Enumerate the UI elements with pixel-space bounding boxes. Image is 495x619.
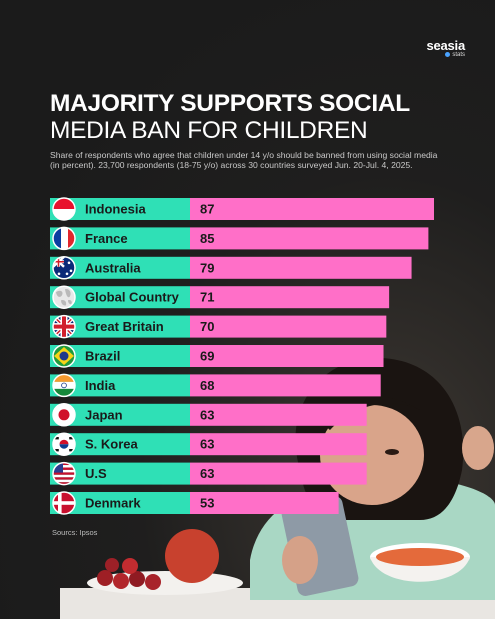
bowl-food	[376, 548, 464, 566]
category-label-bg	[50, 433, 190, 456]
chart-row-7: Japan 63	[50, 403, 367, 427]
globe-icon	[52, 285, 76, 309]
category-label-bg	[50, 286, 190, 309]
value-label: 69	[200, 349, 214, 364]
bar-france	[190, 227, 429, 250]
value-label: 85	[200, 231, 214, 246]
chart-row-6: India 68	[50, 373, 381, 398]
cherry-icon	[145, 574, 161, 590]
category-label-bg	[50, 492, 190, 514]
chart-row-1: France 85	[50, 226, 429, 251]
value-label: 87	[200, 202, 214, 217]
value-label: 68	[200, 378, 214, 393]
category-label: Australia	[85, 260, 141, 275]
value-label: 63	[200, 407, 214, 422]
category-label: Indonesia	[85, 202, 146, 217]
bar-denmark	[190, 492, 339, 514]
cherry-icon	[97, 570, 113, 586]
category-label-bg	[50, 345, 190, 367]
category-label: France	[85, 231, 128, 246]
brazil-flag-icon	[52, 344, 76, 368]
denmark-flag-icon	[52, 491, 76, 515]
category-label-bg	[50, 403, 190, 426]
india-flag-icon	[52, 373, 76, 398]
child-hand	[282, 536, 318, 584]
source-note: Sourcs: Ipsos	[52, 528, 98, 537]
chart-row-9: U.S 63	[50, 461, 367, 486]
australia-flag-icon	[52, 256, 76, 280]
japan-flag-icon	[52, 403, 76, 427]
category-label-bg	[50, 198, 190, 220]
child-eye	[385, 449, 399, 455]
usa-flag-icon	[52, 461, 76, 486]
brand-dot-icon	[445, 52, 451, 57]
france-flag-icon	[52, 226, 76, 251]
value-label: 63	[200, 437, 214, 452]
value-label: 63	[200, 466, 214, 481]
category-label-bg	[50, 315, 190, 338]
value-label: 71	[200, 290, 214, 305]
chart-row-2: Australia 79	[50, 256, 412, 280]
category-label: Brazil	[85, 349, 120, 364]
value-label: 70	[200, 319, 214, 334]
bar-global-country	[190, 286, 390, 309]
chart-row-10: Denmark 53	[50, 491, 339, 515]
chart-row-0: Indonesia 87	[50, 197, 434, 221]
apple-icon	[165, 529, 219, 583]
category-label: Japan	[85, 407, 123, 422]
korea-flag-icon	[52, 432, 76, 456]
category-label-bg	[50, 256, 190, 279]
value-label: 79	[200, 260, 214, 275]
bar-great-britain	[190, 315, 387, 338]
page-title-line-2: MEDIA BAN FOR CHILDREN	[50, 117, 368, 144]
category-label-bg	[50, 227, 190, 250]
bar-s-korea	[190, 433, 367, 456]
chart-row-3: Global Country 71	[50, 285, 390, 309]
cherry-icon	[129, 571, 145, 587]
category-label: Global Country	[85, 290, 180, 305]
bar-japan	[190, 403, 367, 426]
brand-logo: seasia stats	[426, 38, 465, 58]
category-label: Great Britain	[85, 319, 164, 334]
chart-row-8: S. Korea 63	[50, 432, 367, 456]
brand-sub: stats	[452, 52, 465, 59]
category-label: India	[85, 378, 116, 393]
chart-subtitle: Share of respondents who agree that chil…	[50, 150, 438, 171]
category-label-bg	[50, 374, 190, 397]
chart-row-4: Great Britain 70	[50, 314, 387, 339]
bar-brazil	[190, 345, 384, 367]
child-hand	[462, 426, 494, 470]
bar-australia	[190, 256, 412, 279]
child-with-phone-illustration	[60, 357, 495, 619]
category-label: S. Korea	[85, 437, 139, 452]
indonesia-flag-icon	[52, 197, 76, 221]
bar-india	[190, 374, 381, 397]
chart-row-5: Brazil 69	[50, 344, 384, 368]
category-label: U.S	[85, 466, 107, 481]
cherry-icon	[122, 558, 138, 574]
page-title-line-1: MAJORITY SUPPORTS SOCIAL	[50, 90, 410, 117]
category-label: Denmark	[85, 496, 141, 511]
cherry-icon	[105, 558, 119, 572]
brand-name: seasia	[426, 38, 465, 53]
uk-flag-icon	[52, 314, 76, 339]
value-label: 53	[200, 496, 214, 511]
bar-u-s	[190, 462, 367, 485]
category-label-bg	[50, 462, 190, 485]
cherry-icon	[113, 573, 129, 589]
bar-indonesia	[190, 198, 434, 220]
